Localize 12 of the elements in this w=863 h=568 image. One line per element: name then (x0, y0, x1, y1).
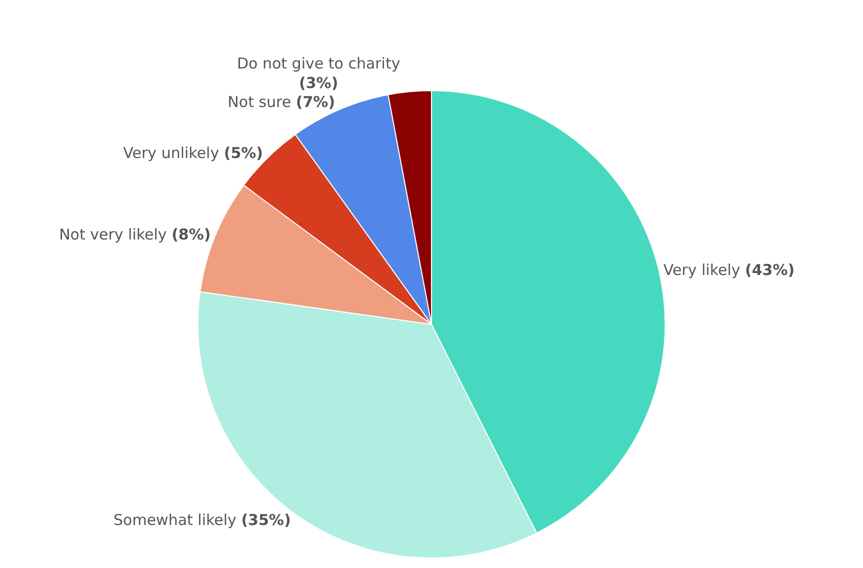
data-label: (35%) (241, 511, 291, 530)
data-label: (3%) (299, 74, 338, 92)
slice-label: Somewhat likely (114, 511, 236, 530)
data-label: (5%) (224, 144, 264, 162)
slice-label: Very likely (663, 260, 740, 279)
slice-label: Not very likely (59, 225, 167, 244)
data-label: (43%) (745, 260, 795, 279)
data-label: (7%) (296, 92, 336, 111)
slice-label: Not sure (228, 92, 292, 111)
slice-label: Do not give to charity (236, 54, 400, 72)
data-label: (8%) (172, 225, 211, 244)
slice-label: Very unlikely (123, 144, 220, 162)
